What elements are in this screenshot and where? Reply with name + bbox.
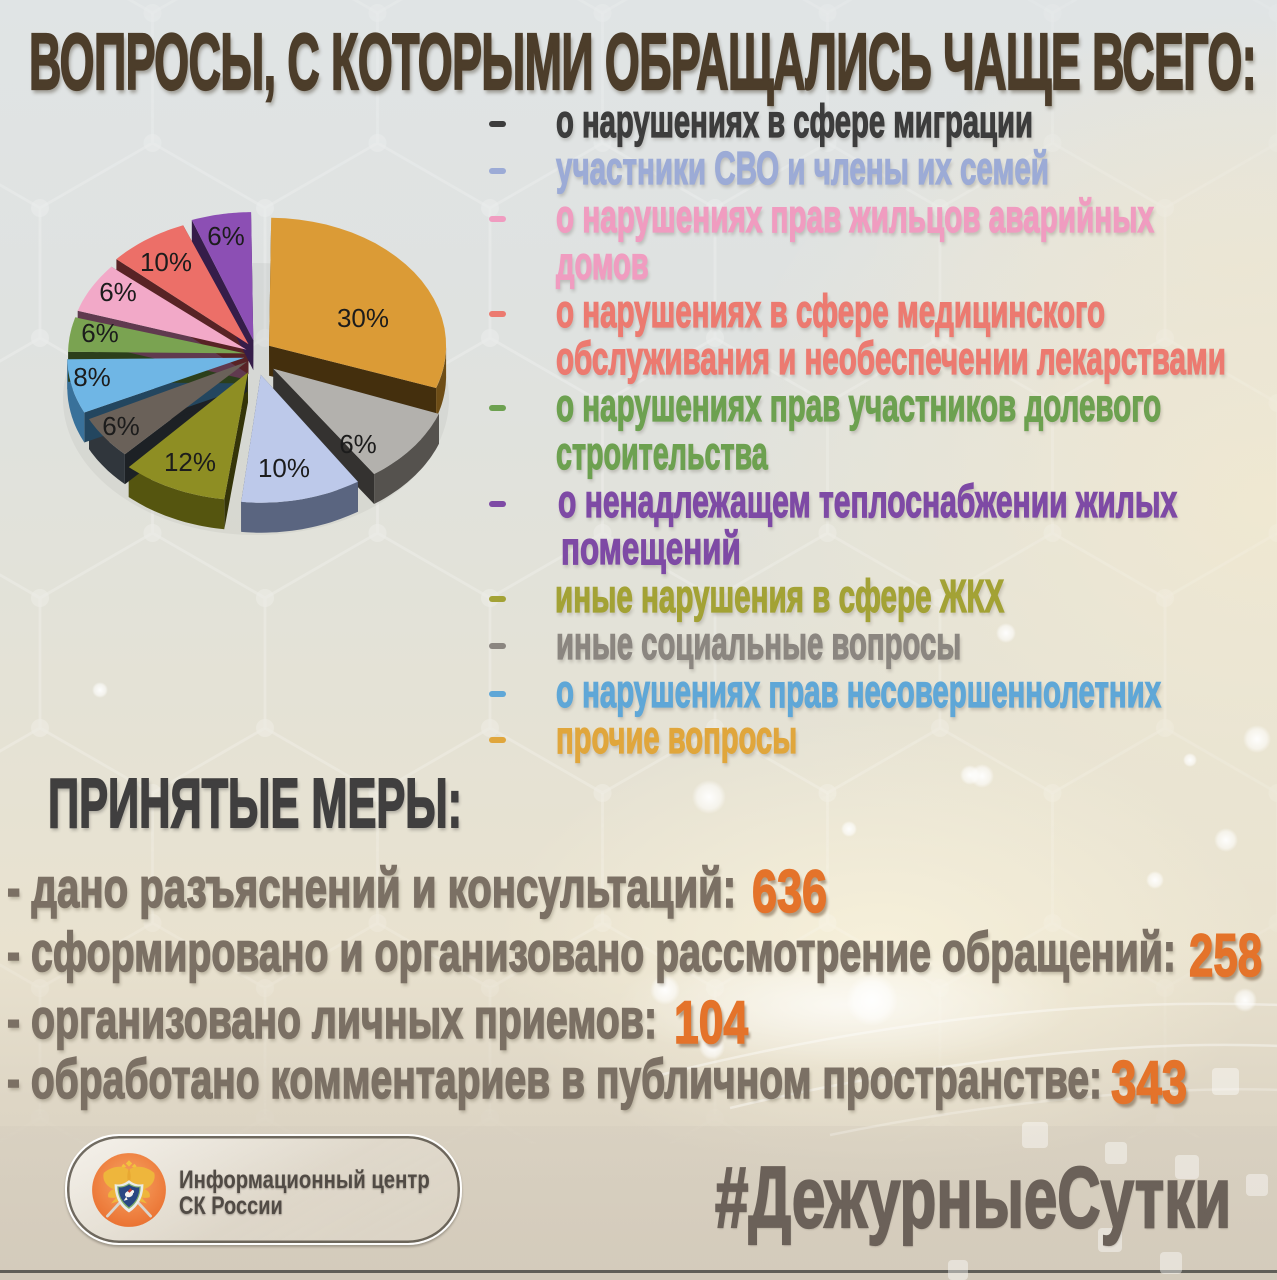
svg-text:6%: 6%: [207, 221, 245, 251]
svg-text:6%: 6%: [99, 277, 137, 307]
svg-text:6%: 6%: [81, 318, 119, 348]
svg-text:10%: 10%: [258, 453, 310, 483]
svg-text:10%: 10%: [140, 247, 192, 277]
svg-text:6%: 6%: [102, 411, 140, 441]
svg-text:8%: 8%: [73, 362, 111, 392]
svg-text:6%: 6%: [339, 429, 377, 459]
svg-text:30%: 30%: [337, 303, 389, 333]
svg-text:12%: 12%: [164, 447, 216, 477]
